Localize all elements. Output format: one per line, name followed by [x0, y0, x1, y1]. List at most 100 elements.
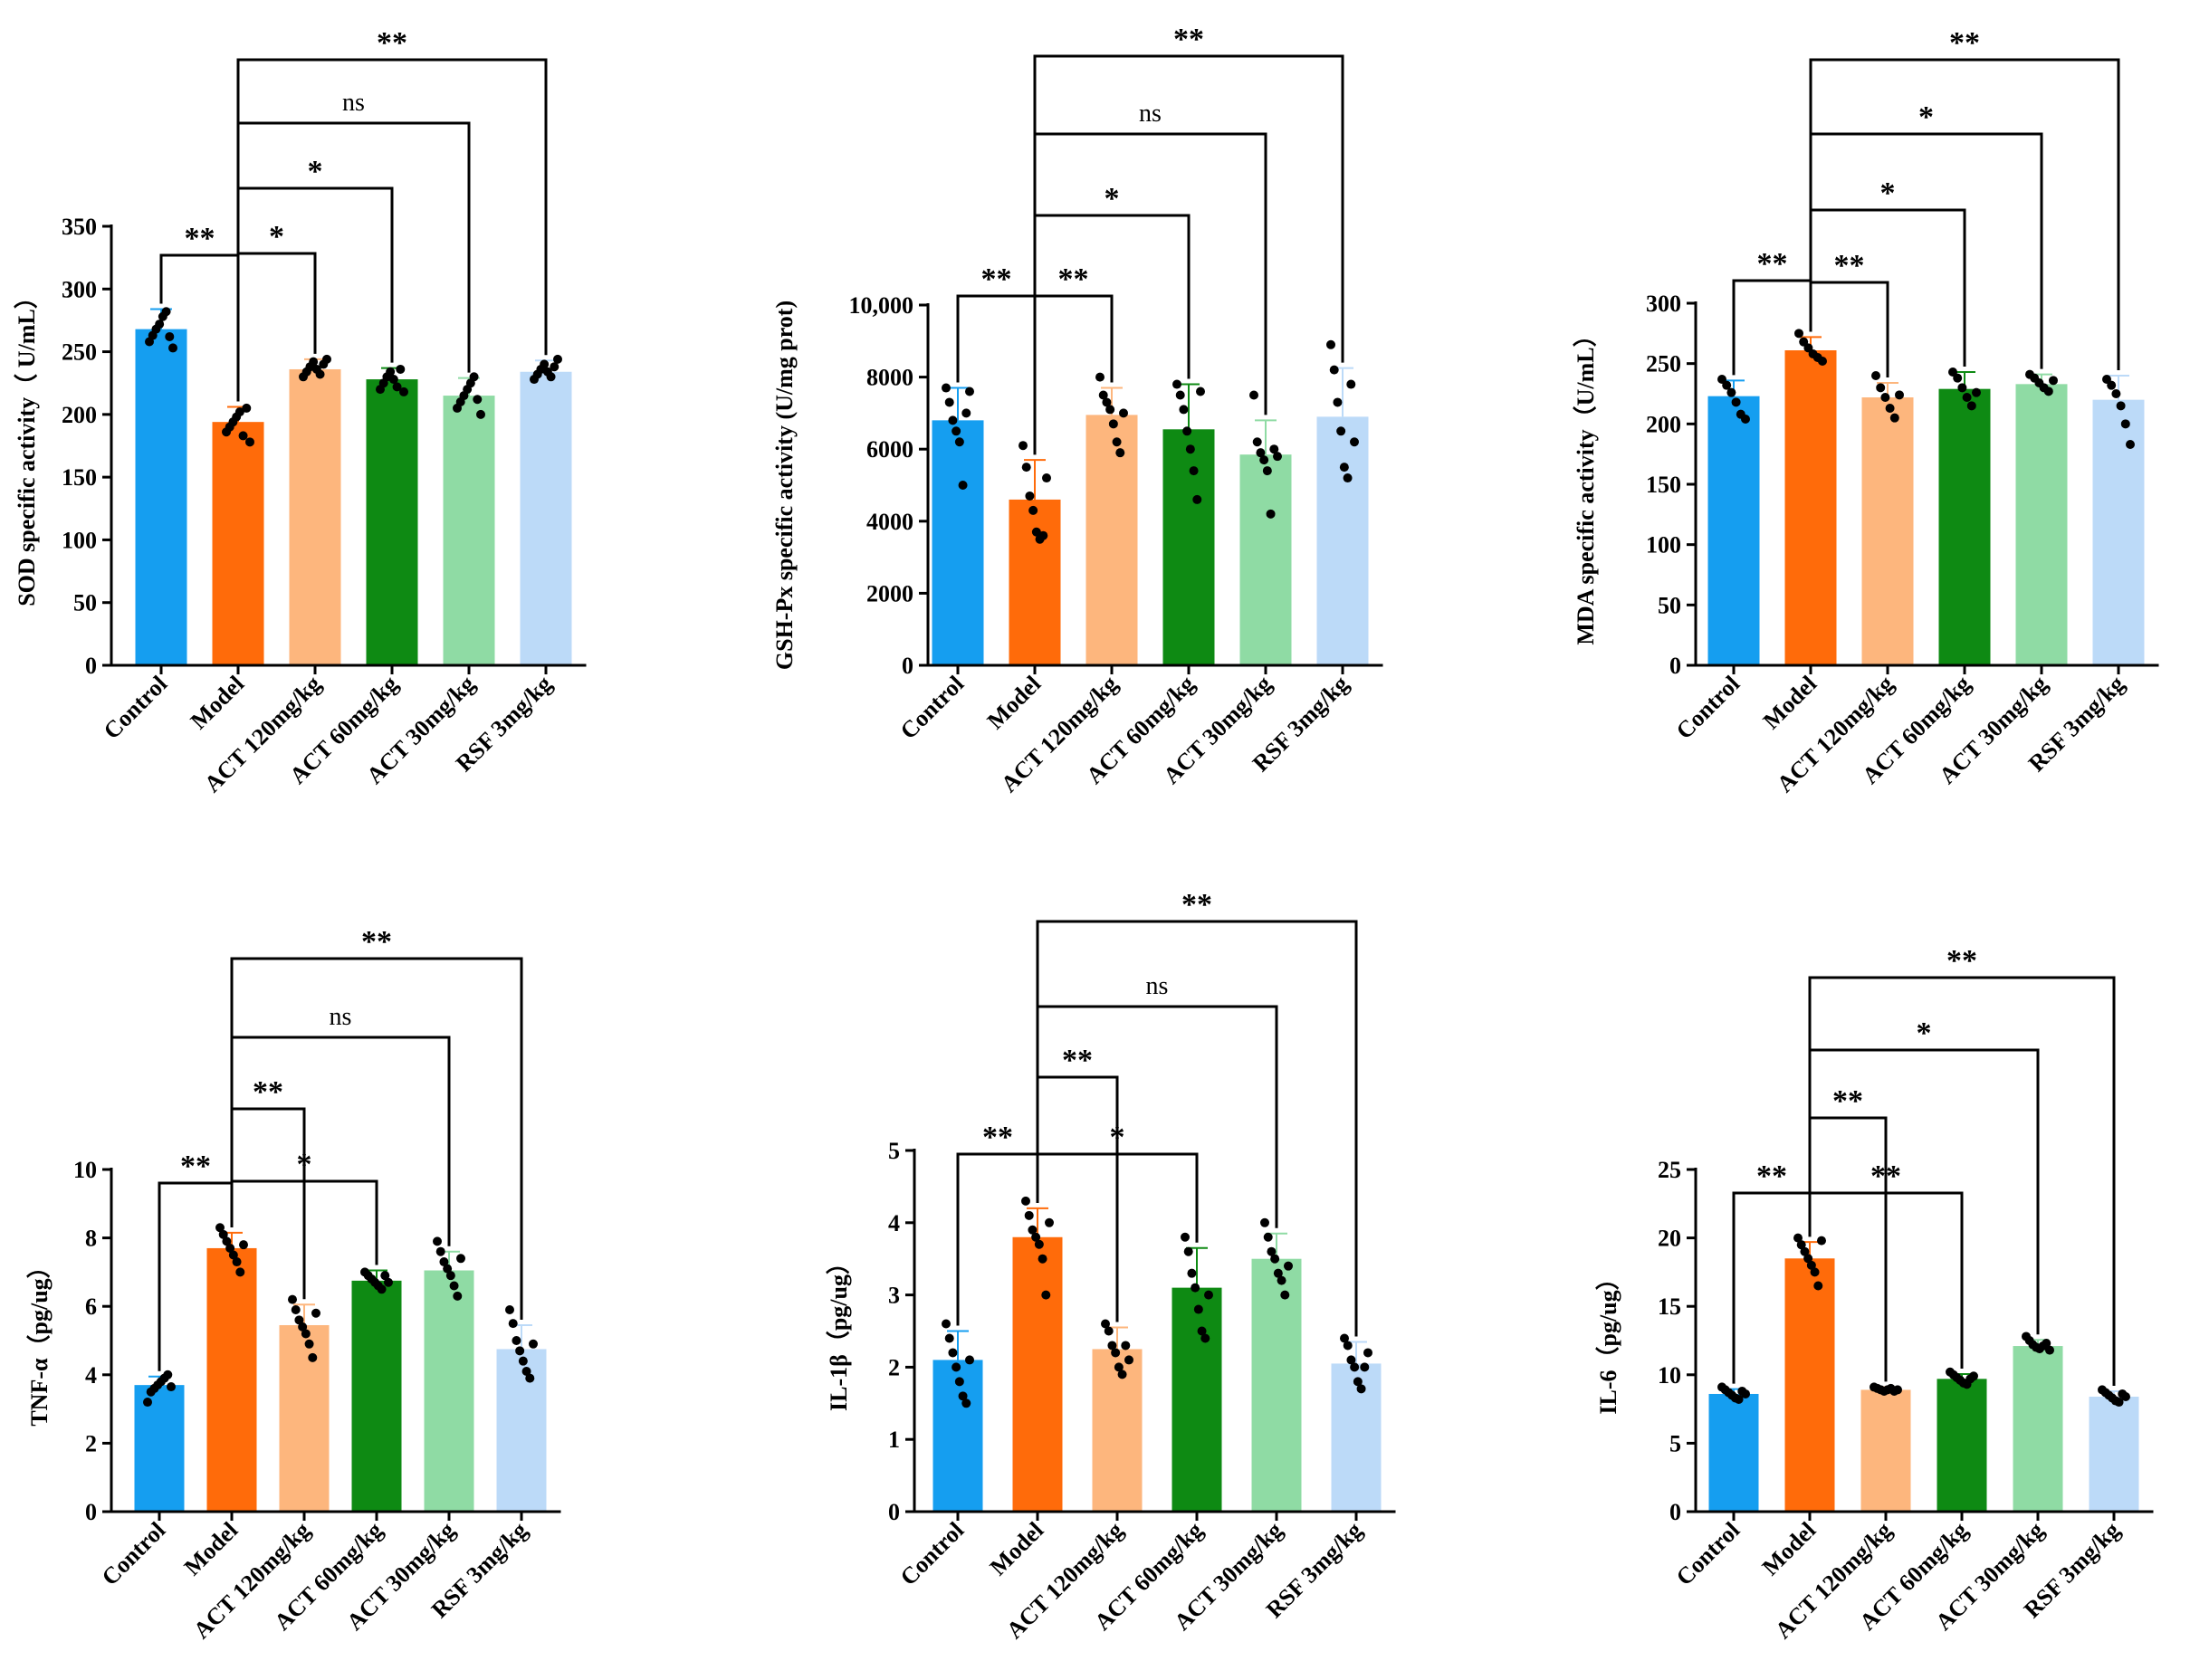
data-point — [2111, 389, 2121, 398]
data-point — [234, 407, 244, 417]
data-point — [1021, 1196, 1030, 1206]
data-point — [235, 1267, 245, 1277]
data-point — [2107, 380, 2117, 390]
data-point — [1034, 1239, 1044, 1249]
data-point — [1107, 1341, 1117, 1351]
data-point — [1263, 1232, 1273, 1242]
significance-bracket — [1809, 58, 2120, 370]
data-point — [952, 1362, 961, 1372]
y-tick-label: 20 — [1658, 1226, 1681, 1252]
x-tick-label: Control — [1671, 671, 1745, 744]
y-tick-label: 10 — [1658, 1362, 1681, 1389]
x-tick-label: Model — [179, 1517, 244, 1581]
bar-model — [1012, 1236, 1063, 1512]
data-point — [238, 431, 248, 441]
significance-label: ** — [361, 925, 392, 959]
bar-act-120mg-kg — [1861, 397, 1914, 665]
data-point — [2126, 440, 2135, 449]
x-tick-label: Model — [982, 671, 1047, 735]
data-point — [1192, 494, 1202, 504]
bar-model — [206, 1247, 257, 1512]
significance-label: ** — [1757, 247, 1788, 281]
y-tick-label: 300 — [1646, 291, 1681, 317]
y-tick-label: 350 — [62, 214, 97, 240]
data-point — [954, 1377, 964, 1387]
y-tick-label: 3 — [888, 1283, 900, 1309]
significance-label: ns — [330, 1003, 352, 1031]
data-point — [311, 1308, 320, 1318]
significance-label: * — [308, 155, 323, 188]
bar-act-30mg-kg — [443, 396, 495, 665]
y-tick-label: 0 — [85, 1499, 97, 1525]
significance-label: ns — [342, 89, 365, 117]
data-point — [161, 307, 171, 317]
data-point — [1187, 1268, 1197, 1278]
data-point — [392, 382, 402, 392]
data-point — [1731, 397, 1741, 407]
data-point — [944, 397, 954, 407]
data-point — [322, 354, 331, 364]
data-point — [518, 1356, 528, 1366]
y-tick-label: 250 — [1646, 351, 1681, 377]
data-point — [1045, 1217, 1054, 1227]
data-point — [386, 367, 396, 377]
y-tick-label: 2 — [85, 1430, 97, 1456]
data-point — [1810, 1267, 1820, 1277]
data-point — [948, 1348, 958, 1358]
data-point — [1267, 1246, 1277, 1256]
data-point — [1179, 405, 1189, 415]
x-tick-label: Control — [895, 671, 969, 744]
x-tick-label: Model — [985, 1517, 1049, 1581]
data-point — [1124, 1355, 1133, 1365]
data-point — [215, 1223, 225, 1233]
significance-label: ** — [1756, 1160, 1787, 1193]
data-point — [1726, 387, 1736, 397]
data-point — [1343, 473, 1353, 483]
data-point — [1025, 491, 1035, 501]
y-tick-label: 10,000 — [849, 292, 914, 319]
significance-label: ** — [253, 1075, 283, 1109]
significance-label: ** — [180, 1150, 211, 1183]
data-point — [1722, 380, 1732, 390]
data-point — [1356, 1384, 1366, 1394]
bar-act-30mg-kg — [1251, 1258, 1302, 1512]
data-point — [1895, 390, 1904, 400]
data-point — [1273, 1268, 1283, 1278]
bar-act-60mg-kg — [1162, 429, 1215, 665]
bar-act-60mg-kg — [1938, 388, 1991, 665]
data-point — [1105, 405, 1115, 415]
data-point — [1200, 1333, 1210, 1343]
data-point — [944, 1333, 954, 1343]
data-point — [168, 343, 177, 353]
bar-model — [1009, 499, 1061, 665]
data-point — [225, 1243, 235, 1253]
y-tick-label: 25 — [1658, 1157, 1681, 1183]
y-tick-label: 0 — [1669, 1499, 1681, 1525]
data-point — [1871, 371, 1880, 380]
data-point — [1121, 1341, 1131, 1351]
data-point — [529, 1339, 538, 1349]
significance-label: * — [269, 220, 284, 253]
bar-model — [212, 422, 264, 665]
data-point — [1957, 383, 1967, 393]
data-point — [304, 1339, 314, 1349]
data-point — [952, 426, 961, 436]
data-point — [449, 1281, 459, 1291]
data-point — [1112, 437, 1122, 447]
data-point — [1817, 1236, 1826, 1246]
data-point — [443, 1264, 453, 1274]
data-point — [315, 369, 325, 379]
data-point — [143, 1398, 152, 1408]
y-tick-label: 200 — [62, 402, 97, 428]
data-point — [1270, 1254, 1280, 1264]
data-point — [1185, 444, 1195, 454]
data-point — [1333, 397, 1343, 407]
y-tick-label: 2 — [888, 1354, 900, 1380]
bar-control — [134, 1385, 185, 1512]
data-point — [1183, 1246, 1193, 1256]
y-tick-label: 100 — [1646, 532, 1681, 558]
x-tick-label: Model — [1757, 1517, 1822, 1581]
data-point — [384, 1277, 393, 1287]
data-point — [165, 331, 175, 341]
data-point — [288, 1294, 297, 1304]
